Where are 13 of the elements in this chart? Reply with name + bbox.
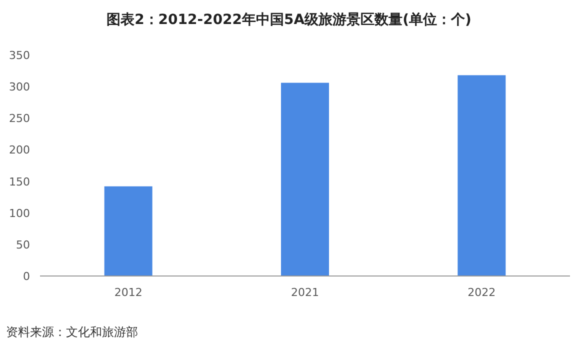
y-tick-label: 200: [9, 144, 30, 157]
y-tick-label: 300: [9, 80, 30, 94]
y-tick-label: 150: [9, 175, 30, 188]
text: 资料来源：文化和旅游部: [6, 325, 138, 339]
y-tick-label: 250: [9, 112, 30, 126]
x-tick-label: 2021: [291, 286, 319, 299]
x-tick-label: 2022: [468, 286, 496, 299]
chart-title: 图表2：2012-2022年中国5A级旅游景区数量(单位：个): [106, 12, 472, 28]
x-tick-label: 2012: [114, 286, 142, 299]
y-tick-label: 50: [16, 238, 30, 252]
y-tick-label: 100: [9, 206, 30, 220]
y-tick-label: 350: [9, 49, 30, 62]
y-tick-label: 0: [23, 270, 30, 283]
